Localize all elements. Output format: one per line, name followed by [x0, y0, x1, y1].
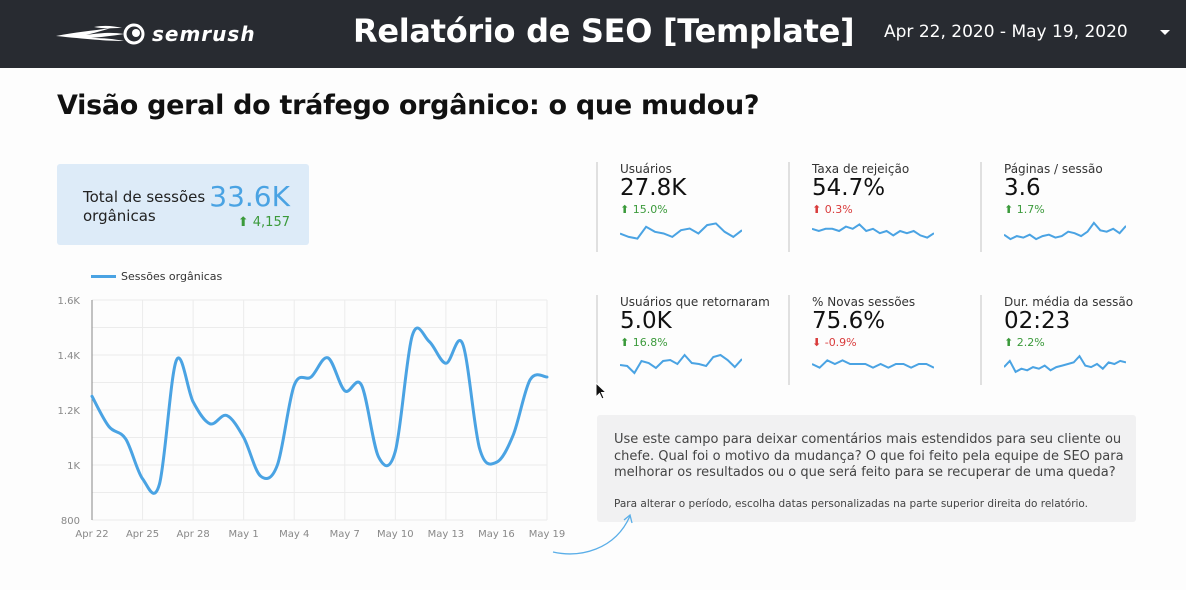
svg-text:Apr 22: Apr 22: [75, 529, 108, 540]
kpi-label: Dur. média da sessão: [1004, 295, 1134, 309]
kpi-value: 27.8K: [620, 175, 687, 201]
arrow-up-icon: ⬆: [812, 203, 822, 216]
kpi-delta: ⬆ 0.3%: [812, 203, 853, 216]
kpi-label: Usuários que retornaram: [620, 295, 770, 309]
kpi-delta: ⬇ -0.9%: [812, 336, 857, 349]
fireball-logo-icon: [56, 23, 145, 45]
curved-arrow-icon: [552, 513, 633, 555]
kpi-scorecard-3: Usuários que retornaram 5.0K ⬆ 16.8%: [596, 295, 771, 385]
semrush-logo: semrush: [56, 20, 256, 48]
total-sessions-scorecard: Total de sessões orgânicas 33.6K ⬆ 4,157: [57, 164, 309, 245]
date-hint-text: Para alterar o período, escolha datas pe…: [614, 498, 1089, 510]
svg-text:May 7: May 7: [330, 529, 360, 540]
total-sessions-value: 33.6K: [209, 180, 290, 213]
kpi-delta: ⬆ 1.7%: [1004, 203, 1045, 216]
total-sessions-label: Total de sessões orgânicas: [83, 188, 206, 225]
kpi-value: 5.0K: [620, 308, 672, 334]
sparkline: [1004, 354, 1126, 374]
arrow-up-icon: ⬆: [620, 203, 630, 216]
sessions-line: [90, 326, 549, 495]
kpi-scorecard-0: Usuários 27.8K ⬆ 15.0%: [596, 162, 771, 252]
chart-canvas[interactable]: 800 1K 1.2K 1.4K 1.6K Apr 22 Apr 25 Apr 28 May 1…: [55, 290, 575, 545]
kpi-label: Usuários: [620, 162, 672, 176]
svg-text:Apr 25: Apr 25: [126, 529, 159, 540]
total-sessions-delta: ⬆ 4,157: [237, 215, 290, 230]
arrow-up-icon: ⬆: [1004, 203, 1014, 216]
report-header: semrush Relatório de SEO [Template] Apr …: [0, 0, 1186, 68]
kpi-scorecard-4: % Novas sessões 75.6% ⬇ -0.9%: [788, 295, 963, 385]
kpi-value: 54.7%: [812, 175, 886, 201]
kpi-scorecard-5: Dur. média da sessão 02:23 ⬆ 2.2%: [980, 295, 1155, 385]
kpi-delta: ⬆ 16.8%: [620, 336, 668, 349]
kpi-label: Páginas / sessão: [1004, 162, 1103, 176]
arrow-down-icon: ⬇: [812, 336, 822, 349]
date-range-picker[interactable]: Apr 22, 2020 - May 19, 2020: [884, 22, 1128, 42]
arrow-up-icon: ⬆: [620, 336, 630, 349]
sparkline: [812, 223, 934, 239]
kpi-value: 02:23: [1004, 308, 1071, 334]
svg-text:May 10: May 10: [377, 529, 414, 540]
svg-text:Apr 28: Apr 28: [177, 529, 210, 540]
kpi-delta: ⬆ 15.0%: [620, 203, 668, 216]
legend-label: Sessões orgânicas: [121, 270, 223, 283]
kpi-value: 75.6%: [812, 308, 886, 334]
svg-text:1.2K: 1.2K: [58, 406, 81, 417]
svg-text:1.6K: 1.6K: [58, 296, 81, 307]
svg-text:800: 800: [61, 516, 80, 527]
svg-text:May 1: May 1: [229, 529, 259, 540]
comment-box: Use este campo para deixar comentários m…: [597, 415, 1136, 522]
chart-legend[interactable]: Sessões orgânicas: [91, 270, 222, 283]
mouse-cursor-icon: [595, 382, 608, 400]
kpi-label: % Novas sessões: [812, 295, 916, 309]
report-title: Relatório de SEO [Template]: [353, 12, 855, 50]
caret-down-icon[interactable]: [1160, 30, 1170, 35]
svg-text:1K: 1K: [67, 461, 80, 472]
sparkline: [812, 359, 934, 369]
svg-text:May 4: May 4: [279, 529, 309, 540]
kpi-label: Taxa de rejeição: [812, 162, 910, 176]
sparkline: [620, 353, 742, 375]
sparkline: [620, 222, 742, 240]
brand-wordmark: semrush: [152, 22, 256, 46]
kpi-scorecard-2: Páginas / sessão 3.6 ⬆ 1.7%: [980, 162, 1155, 252]
comment-text: Use este campo para deixar comentários m…: [614, 432, 1124, 480]
section-title: Visão geral do tráfego orgânico: o que m…: [57, 90, 760, 121]
kpi-value: 3.6: [1004, 175, 1041, 201]
arrow-up-icon: ⬆: [237, 215, 249, 230]
sessions-line-chart[interactable]: 800 1K 1.2K 1.4K 1.6K Apr 22 Apr 25 Apr 28 May 1…: [55, 290, 575, 545]
svg-text:May 13: May 13: [428, 529, 465, 540]
svg-text:1.4K: 1.4K: [58, 351, 81, 362]
sparkline: [1004, 221, 1126, 241]
kpi-delta: ⬆ 2.2%: [1004, 336, 1045, 349]
svg-text:May 19: May 19: [529, 529, 566, 540]
arrow-up-icon: ⬆: [1004, 336, 1014, 349]
legend-swatch: [91, 275, 116, 278]
svg-text:May 16: May 16: [478, 529, 515, 540]
kpi-scorecard-1: Taxa de rejeição 54.7% ⬆ 0.3%: [788, 162, 963, 252]
